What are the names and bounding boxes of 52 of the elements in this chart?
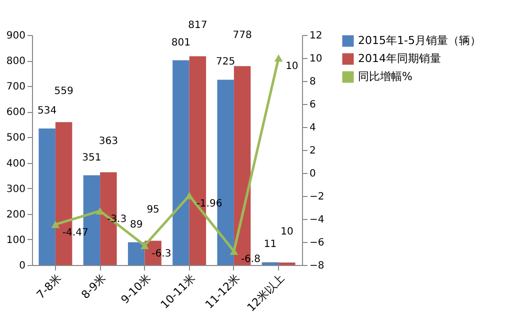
y2-tick-label: −8 [310, 260, 324, 272]
data-label: 11 [264, 239, 277, 250]
y2-tick-label: −2 [310, 192, 324, 202]
y-tick-label: 700 [6, 82, 26, 93]
bar [278, 262, 296, 265]
y-tick-label: 300 [6, 184, 26, 195]
data-label: 725 [216, 56, 236, 68]
data-label: 10 [280, 226, 294, 238]
y-tick-label: 500 [6, 132, 26, 144]
y2-tick-label: 6 [310, 100, 316, 110]
bar [262, 262, 279, 265]
data-label: 801 [171, 37, 190, 48]
data-label: 817 [188, 20, 208, 32]
y2-tick-label: 8 [310, 76, 316, 88]
bar [38, 128, 56, 265]
y2-tick-label: 10 [310, 54, 322, 64]
data-label: 95 [146, 204, 160, 216]
y-tick-label: 600 [6, 107, 26, 118]
data-label: 89 [130, 219, 143, 230]
x-tick-label: 7-8米 [34, 272, 64, 302]
y-tick-label: 0 [19, 260, 26, 272]
data-label: 559 [54, 86, 74, 98]
data-label: 778 [232, 30, 252, 42]
point [140, 242, 149, 250]
y-tick-label: 900 [6, 30, 26, 42]
y-tick-label: 400 [6, 158, 26, 170]
legend-label: 同比增幅% [358, 70, 412, 83]
y2-tick-label: −6 [310, 238, 324, 248]
bar [128, 242, 145, 265]
point [274, 54, 283, 62]
y-tick-label: 200 [6, 209, 26, 220]
point [185, 192, 194, 200]
y2-tick-label: 0 [310, 168, 316, 180]
y-tick-label: 100 [6, 234, 26, 246]
point [51, 220, 60, 228]
x-tick-label: 12米以上 [244, 272, 288, 314]
y2-tick-label: −4 [310, 214, 324, 226]
y-tick-label: 800 [6, 56, 26, 68]
x-tick-label: 8-9米 [78, 272, 109, 302]
y2-tick-label: 12 [310, 30, 322, 42]
y2-tick-label: 2 [310, 146, 316, 156]
data-label: 10 [286, 61, 298, 72]
legend-label: 2015年1-5月销量（辆） [358, 34, 481, 47]
data-label: 363 [98, 136, 118, 148]
data-label: -6.8 [240, 254, 260, 266]
legend-label: 2014年同期销量 [358, 52, 441, 65]
y2-tick-label: 4 [310, 122, 316, 134]
bar [172, 60, 190, 265]
data-label: 534 [38, 106, 57, 117]
data-label: -3.3 [107, 214, 127, 225]
data-label: -4.47 [62, 227, 88, 238]
data-label: 351 [82, 152, 102, 164]
